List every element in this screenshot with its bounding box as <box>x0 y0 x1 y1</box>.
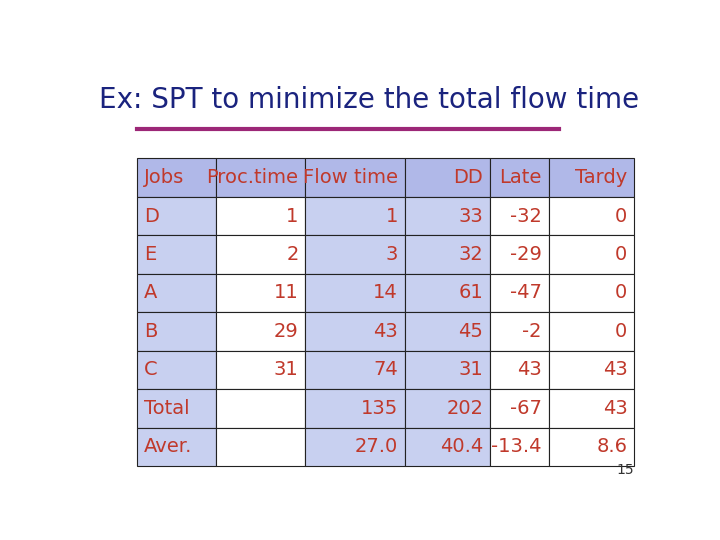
Bar <box>490 312 549 350</box>
Text: 202: 202 <box>446 399 483 418</box>
Text: Aver.: Aver. <box>144 437 192 456</box>
Bar <box>138 350 216 389</box>
Text: -13.4: -13.4 <box>492 437 542 456</box>
Text: Ex: SPT to minimize the total flow time: Ex: SPT to minimize the total flow time <box>99 86 639 114</box>
Text: -29: -29 <box>510 245 542 264</box>
Text: Proc.time: Proc.time <box>207 168 299 187</box>
Text: Total: Total <box>144 399 190 418</box>
Bar <box>216 158 305 197</box>
Text: -47: -47 <box>510 284 542 302</box>
Bar <box>305 389 405 428</box>
Text: 29: 29 <box>274 322 299 341</box>
Bar <box>305 274 405 312</box>
Text: 0: 0 <box>615 322 627 341</box>
Text: 43: 43 <box>603 399 627 418</box>
Bar <box>216 312 305 350</box>
Bar <box>490 350 549 389</box>
Text: 43: 43 <box>373 322 398 341</box>
Text: A: A <box>144 284 158 302</box>
Bar <box>490 389 549 428</box>
Text: 45: 45 <box>459 322 483 341</box>
Text: 27.0: 27.0 <box>355 437 398 456</box>
Bar <box>216 428 305 466</box>
Text: 14: 14 <box>373 284 398 302</box>
Text: Late: Late <box>500 168 542 187</box>
Bar <box>549 312 634 350</box>
Bar <box>549 158 634 197</box>
Bar <box>138 274 216 312</box>
Bar <box>490 428 549 466</box>
Text: 32: 32 <box>459 245 483 264</box>
Bar <box>138 158 216 197</box>
Bar <box>490 158 549 197</box>
Bar <box>216 235 305 274</box>
Bar <box>549 274 634 312</box>
Bar <box>405 235 490 274</box>
Text: 40.4: 40.4 <box>440 437 483 456</box>
Text: Flow time: Flow time <box>303 168 398 187</box>
Text: 43: 43 <box>517 360 542 380</box>
Bar <box>490 235 549 274</box>
Text: DD: DD <box>454 168 483 187</box>
Text: 61: 61 <box>459 284 483 302</box>
Bar <box>490 274 549 312</box>
Text: 3: 3 <box>385 245 398 264</box>
Bar <box>305 350 405 389</box>
Bar <box>549 350 634 389</box>
Bar <box>405 428 490 466</box>
Bar <box>305 428 405 466</box>
Bar <box>405 274 490 312</box>
Bar <box>549 235 634 274</box>
Bar <box>216 389 305 428</box>
Bar <box>305 235 405 274</box>
Text: Jobs: Jobs <box>144 168 184 187</box>
Bar <box>490 197 549 235</box>
Bar <box>138 389 216 428</box>
Bar <box>216 350 305 389</box>
Bar <box>216 197 305 235</box>
Bar <box>405 158 490 197</box>
Text: 31: 31 <box>459 360 483 380</box>
Bar <box>405 389 490 428</box>
Text: -67: -67 <box>510 399 542 418</box>
Bar <box>138 235 216 274</box>
Text: 1: 1 <box>385 206 398 226</box>
Bar <box>305 312 405 350</box>
Bar <box>549 197 634 235</box>
Text: 135: 135 <box>361 399 398 418</box>
Text: 33: 33 <box>459 206 483 226</box>
Bar <box>305 158 405 197</box>
Text: E: E <box>144 245 156 264</box>
Text: 2: 2 <box>287 245 299 264</box>
Bar <box>405 312 490 350</box>
Bar <box>216 274 305 312</box>
Text: 8.6: 8.6 <box>596 437 627 456</box>
Text: B: B <box>144 322 158 341</box>
Text: 11: 11 <box>274 284 299 302</box>
Bar <box>138 197 216 235</box>
Text: 74: 74 <box>373 360 398 380</box>
Text: 43: 43 <box>603 360 627 380</box>
Text: 0: 0 <box>615 206 627 226</box>
Bar <box>549 428 634 466</box>
Bar <box>138 428 216 466</box>
Text: Tardy: Tardy <box>575 168 627 187</box>
Text: C: C <box>144 360 158 380</box>
Text: 0: 0 <box>615 245 627 264</box>
Text: -32: -32 <box>510 206 542 226</box>
Bar <box>138 312 216 350</box>
Bar <box>405 350 490 389</box>
Bar <box>549 389 634 428</box>
Text: -2: -2 <box>523 322 542 341</box>
Text: 31: 31 <box>274 360 299 380</box>
Text: D: D <box>144 206 159 226</box>
Bar <box>405 197 490 235</box>
Text: 1: 1 <box>287 206 299 226</box>
Text: 0: 0 <box>615 284 627 302</box>
Text: 15: 15 <box>616 463 634 477</box>
Bar <box>305 197 405 235</box>
